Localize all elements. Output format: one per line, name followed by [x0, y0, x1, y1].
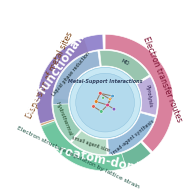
- Text: Electron transfer routes: Electron transfer routes: [141, 36, 183, 124]
- Circle shape: [112, 107, 116, 111]
- Polygon shape: [108, 113, 155, 155]
- Text: Electron structure regulation by lattice strain: Electron structure regulation by lattice…: [16, 126, 140, 189]
- Text: MO: MO: [120, 59, 129, 67]
- Polygon shape: [42, 122, 151, 171]
- Text: Hydrothermal: Hydrothermal: [55, 101, 73, 137]
- Text: Metal-Support Interactions: Metal-Support Interactions: [68, 79, 142, 84]
- Text: Imad-agent synthesis: Imad-agent synthesis: [111, 119, 155, 156]
- Polygon shape: [41, 121, 126, 171]
- Circle shape: [111, 94, 114, 98]
- Circle shape: [100, 110, 103, 113]
- Text: Liquid phase reduction: Liquid phase reduction: [51, 51, 91, 97]
- Text: Surface functionalization: Surface functionalization: [5, 0, 111, 142]
- Circle shape: [70, 67, 140, 138]
- Circle shape: [76, 73, 135, 132]
- Circle shape: [92, 105, 95, 108]
- Polygon shape: [105, 34, 173, 152]
- Circle shape: [98, 91, 102, 95]
- Polygon shape: [72, 131, 107, 155]
- Circle shape: [108, 98, 111, 101]
- Text: small agent size: small agent size: [71, 136, 110, 153]
- Polygon shape: [37, 34, 103, 124]
- Polygon shape: [53, 98, 81, 141]
- Text: Dispersion of metal sites: Dispersion of metal sites: [25, 31, 75, 120]
- Circle shape: [106, 103, 109, 107]
- Polygon shape: [137, 77, 157, 115]
- Polygon shape: [37, 38, 89, 126]
- Text: Heteroatom-doping: Heteroatom-doping: [28, 138, 157, 179]
- Circle shape: [94, 100, 98, 103]
- Text: Pyrolysis: Pyrolysis: [145, 85, 153, 108]
- Polygon shape: [53, 51, 100, 105]
- Polygon shape: [100, 50, 149, 83]
- Circle shape: [102, 96, 105, 99]
